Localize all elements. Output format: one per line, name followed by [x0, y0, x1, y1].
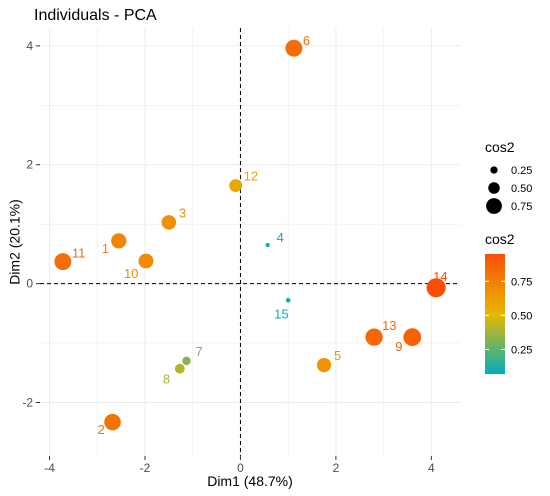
- point-label-2: 2: [98, 422, 105, 437]
- color-legend-label: 0.50: [511, 310, 532, 322]
- y-axis-ticks: -2 0 2 4: [22, 39, 40, 410]
- data-point-9: [403, 328, 422, 347]
- point-label-8: 8: [163, 372, 170, 387]
- point-label-11: 11: [72, 246, 86, 261]
- data-point-7: [182, 356, 191, 366]
- data-points: [54, 39, 446, 431]
- size-legend-key: [488, 182, 500, 194]
- size-legend-label: 0.25: [511, 165, 532, 177]
- point-label-7: 7: [196, 344, 203, 359]
- point-label-1: 1: [102, 241, 109, 256]
- point-label-5: 5: [334, 348, 341, 363]
- data-point-5: [316, 357, 332, 373]
- data-point-13: [365, 328, 383, 346]
- color-legend-label: 0.25: [511, 344, 532, 356]
- y-tick-label: 0: [26, 277, 33, 291]
- y-tick-label: -2: [22, 396, 33, 410]
- x-tick-label: 0: [237, 461, 244, 475]
- data-point-8: [174, 363, 185, 374]
- point-label-4: 4: [277, 230, 284, 245]
- point-label-3: 3: [179, 205, 186, 220]
- size-legend-label: 0.75: [511, 201, 532, 213]
- data-point-1: [111, 233, 127, 249]
- data-point-10: [138, 253, 154, 269]
- point-label-14: 14: [433, 269, 447, 284]
- x-tick-label: 2: [333, 461, 340, 475]
- y-tick-label: 4: [26, 39, 33, 53]
- x-tick-label: -2: [140, 461, 151, 475]
- size-legend-key: [490, 166, 498, 174]
- point-label-6: 6: [303, 33, 310, 48]
- point-label-9: 9: [395, 339, 402, 354]
- plot-panel: [40, 28, 460, 456]
- chart-title: Individuals - PCA: [34, 7, 157, 24]
- data-point-3: [161, 215, 177, 230]
- data-point-14: [426, 278, 446, 298]
- point-label-10: 10: [124, 266, 138, 281]
- data-point-4: [265, 242, 270, 248]
- size-legend-title: cos2: [485, 139, 515, 155]
- reference-lines: [40, 28, 460, 456]
- color-legend-title: cos2: [485, 231, 515, 247]
- data-point-6: [285, 39, 303, 57]
- point-label-13: 13: [382, 318, 396, 333]
- point-label-12: 12: [244, 169, 258, 184]
- size-legend-label: 0.50: [511, 183, 532, 195]
- color-legend-bar: [485, 254, 505, 374]
- x-axis-ticks: -4 -2 0 2 4: [44, 456, 435, 475]
- x-tick-label: 4: [428, 461, 435, 475]
- data-point-12: [229, 179, 243, 192]
- y-axis-title: Dim2 (20.1%): [7, 199, 23, 285]
- x-tick-label: -4: [44, 461, 55, 475]
- color-legend: cos2 0.25 0.50 0.75: [485, 231, 532, 374]
- grid-lines: [40, 28, 460, 456]
- size-legend: cos2 0.25 0.50 0.75: [485, 139, 532, 214]
- y-tick-label: 2: [26, 158, 33, 172]
- size-legend-key: [486, 198, 502, 214]
- x-axis-title: Dim1 (48.7%): [207, 473, 293, 489]
- data-point-2: [104, 413, 121, 431]
- data-point-11: [54, 253, 72, 271]
- point-label-15: 15: [274, 306, 288, 321]
- color-legend-label: 0.75: [511, 276, 532, 288]
- data-point-15: [285, 297, 291, 303]
